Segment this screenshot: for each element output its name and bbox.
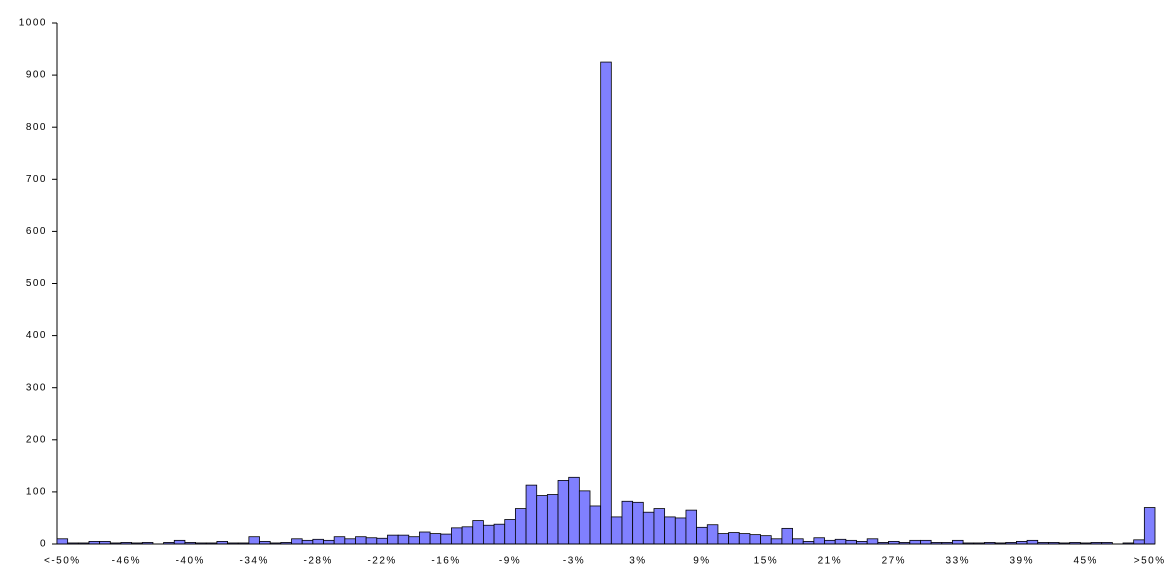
y-tick-label: 700	[26, 174, 47, 185]
bar	[952, 539, 964, 545]
y-tick-label: 200	[26, 434, 47, 445]
bar	[365, 537, 378, 545]
bar	[653, 508, 666, 545]
bar	[866, 538, 879, 545]
bar	[291, 538, 303, 545]
bar	[728, 532, 740, 545]
bar	[834, 538, 847, 545]
bar	[1143, 507, 1156, 545]
bar	[717, 533, 729, 545]
bar	[642, 511, 655, 545]
bar	[387, 534, 399, 545]
x-tick-label: 9%	[693, 556, 710, 567]
bar	[568, 476, 580, 545]
y-tick-label: 400	[26, 330, 47, 341]
y-tick-label: 900	[26, 70, 47, 81]
x-tick-label: >50%	[1134, 556, 1166, 567]
bar	[760, 535, 772, 545]
bar	[440, 533, 452, 545]
y-tick-label: 600	[26, 226, 47, 237]
x-tick-label: -46%	[112, 556, 141, 567]
bar	[1133, 539, 1145, 545]
bar	[472, 520, 484, 545]
bar	[578, 490, 591, 545]
bar	[429, 533, 442, 545]
bar	[461, 526, 474, 545]
bar	[514, 508, 527, 545]
x-tick-label: 15%	[754, 556, 779, 567]
bar	[920, 539, 932, 545]
bar	[408, 536, 420, 545]
x-tick-label: <-50%	[44, 556, 81, 567]
x-tick-label: 27%	[882, 556, 907, 567]
bar	[451, 527, 463, 545]
bar	[909, 539, 921, 545]
y-tick-label: 1000	[19, 18, 47, 29]
bar	[824, 539, 836, 545]
x-tick-label: 3%	[629, 556, 646, 567]
bar	[344, 538, 356, 545]
bar	[525, 484, 538, 545]
bar	[1026, 539, 1039, 545]
bar	[557, 480, 570, 545]
x-tick-label: 21%	[818, 556, 843, 567]
bar	[333, 536, 346, 545]
bar	[664, 516, 676, 545]
bar	[312, 538, 324, 545]
bar	[706, 524, 719, 545]
bar	[632, 501, 644, 545]
bar	[56, 538, 69, 545]
x-tick-label: 33%	[946, 556, 971, 567]
bar	[483, 524, 495, 545]
bar	[301, 539, 314, 545]
bar	[674, 517, 687, 545]
x-tick-label: -9%	[499, 556, 521, 567]
bar	[845, 539, 857, 545]
bar	[813, 537, 825, 545]
x-tick-label: 45%	[1073, 556, 1098, 567]
bar	[355, 536, 367, 545]
y-tick-label: 800	[26, 122, 47, 133]
x-tick-label: -28%	[303, 556, 332, 567]
x-tick-label: -22%	[367, 556, 396, 567]
bar	[589, 505, 602, 545]
x-tick-label: -3%	[563, 556, 585, 567]
x-tick-label: -34%	[240, 556, 269, 567]
bar	[397, 534, 410, 545]
bar	[610, 516, 623, 545]
bar	[419, 531, 431, 545]
bar	[738, 533, 751, 545]
bar	[323, 539, 335, 545]
x-tick-label: -16%	[431, 556, 460, 567]
y-tick-label: 0	[40, 539, 47, 550]
bar	[536, 495, 548, 545]
bar	[792, 538, 804, 545]
bar	[770, 538, 783, 545]
bar	[493, 523, 506, 545]
x-tick-label: 39%	[1009, 556, 1034, 567]
bar	[621, 500, 634, 545]
bar	[600, 61, 612, 545]
y-tick-label: 500	[26, 278, 47, 289]
bar	[248, 536, 260, 545]
bar	[546, 494, 559, 545]
bar	[685, 509, 698, 545]
x-tick-label: -40%	[176, 556, 205, 567]
bar	[749, 534, 761, 545]
y-tick-label: 100	[26, 487, 47, 498]
bar	[376, 537, 388, 545]
bar	[781, 527, 793, 545]
bar	[504, 519, 516, 545]
y-tick-label: 300	[26, 382, 47, 393]
bar	[696, 526, 708, 545]
bar	[173, 539, 186, 545]
